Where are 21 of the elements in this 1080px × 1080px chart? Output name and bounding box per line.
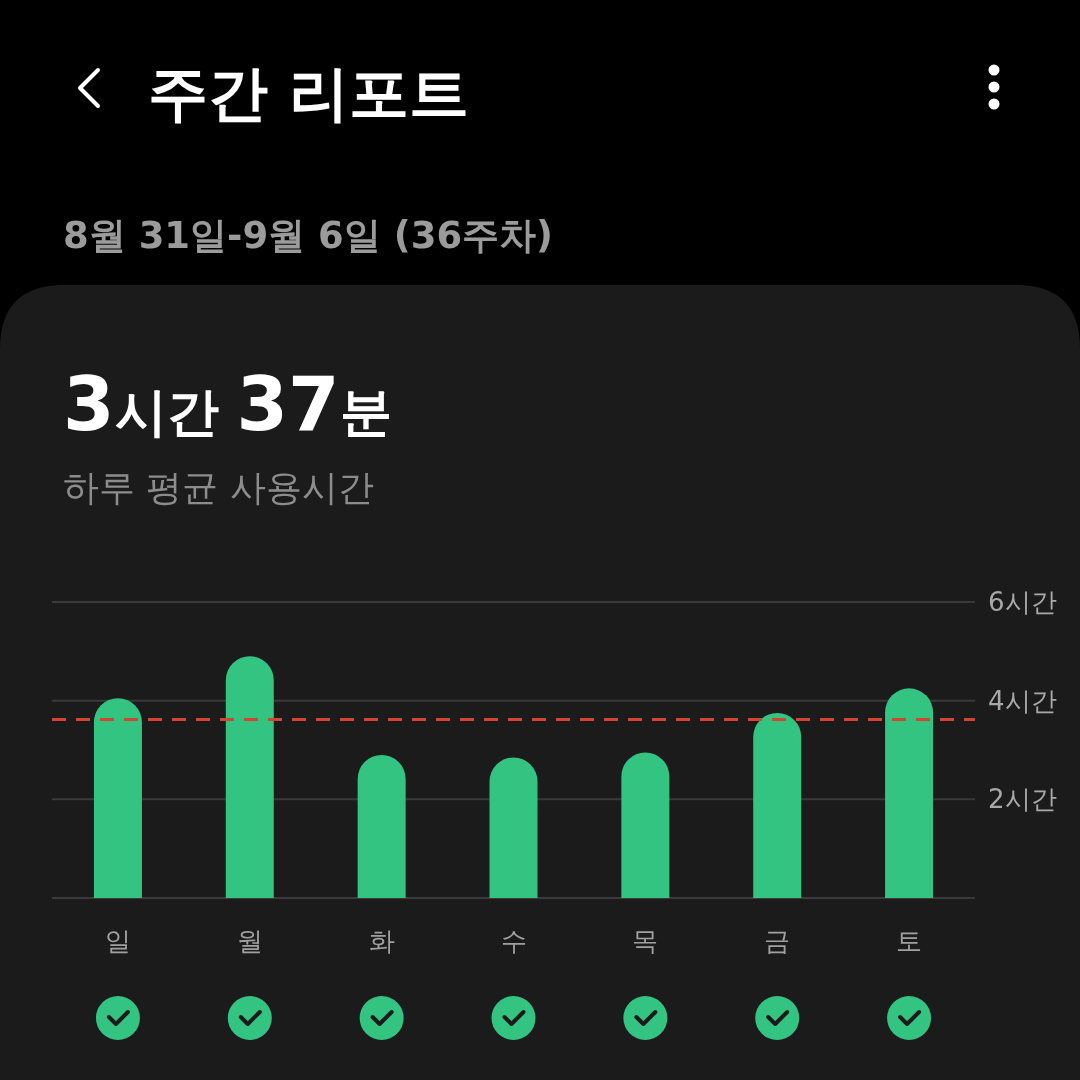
bar <box>93 698 142 898</box>
x-tick-label: 월 <box>236 926 263 956</box>
chart-title: 주간 리포트 <box>148 58 469 128</box>
x-tick-label: 토 <box>896 926 923 956</box>
text: 3시간 37분 <box>63 361 392 447</box>
x-tick-label: 일 <box>104 926 131 956</box>
chart-subtitle: 8월 31일-9월 6일 (36주차) <box>63 214 554 257</box>
y-tick-label: 4시간 <box>988 685 1057 716</box>
bar <box>885 688 934 898</box>
y-tick-label: 6시간 <box>988 587 1057 617</box>
bar <box>357 754 406 898</box>
y-tick-label: 2시간 <box>988 784 1057 815</box>
x-tick-label: 목 <box>632 926 659 956</box>
x-tick-label: 금 <box>764 926 791 956</box>
text: 하루 평균 사용시간 <box>63 467 374 508</box>
bar <box>225 656 274 898</box>
x-tick-label: 수 <box>500 926 527 956</box>
x-tick-label: 화 <box>368 926 395 956</box>
bar <box>489 757 538 898</box>
bar <box>753 713 802 898</box>
bar <box>621 752 670 898</box>
